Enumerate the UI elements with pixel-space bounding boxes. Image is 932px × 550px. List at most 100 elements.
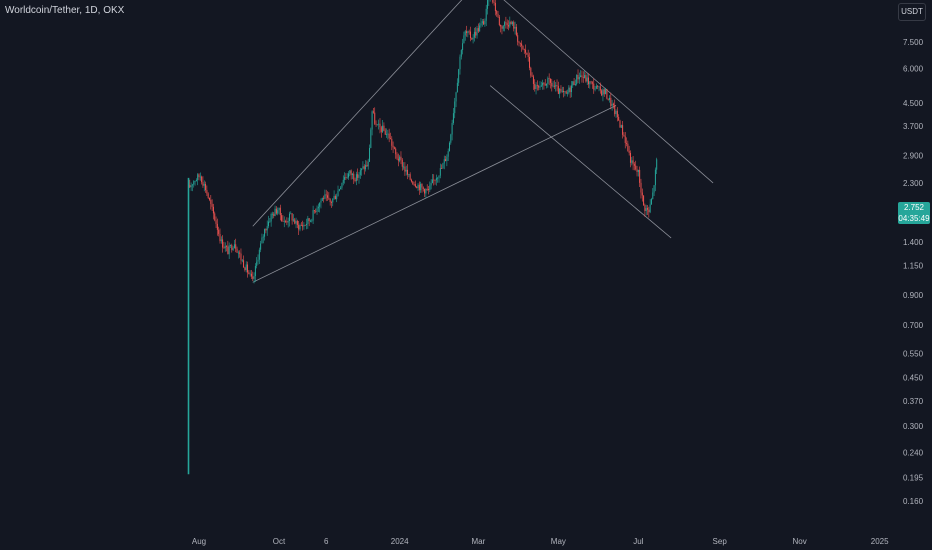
candle-body (357, 174, 359, 178)
candle-body (422, 187, 424, 189)
candle-body (421, 183, 423, 188)
price-axis[interactable]: 15.00012.0009.5007.5006.0004.5003.7002.9… (903, 0, 928, 506)
candle-body (188, 185, 190, 189)
candle-body (615, 110, 617, 115)
candle-body (198, 174, 200, 178)
candle-body (228, 245, 230, 255)
candle-body (368, 147, 370, 162)
candle-body (231, 245, 233, 250)
candle-body (605, 89, 607, 94)
candle-body (195, 180, 197, 182)
candle-body (214, 213, 216, 221)
candle-body (628, 150, 630, 153)
candle-body (544, 84, 546, 86)
candle-body (458, 69, 460, 83)
price-tick-label: 0.450 (903, 374, 924, 383)
candle-body (460, 50, 462, 57)
candle-body (502, 25, 504, 29)
candle-body (253, 276, 255, 279)
candle-body (353, 173, 355, 180)
candle-body (265, 229, 267, 231)
candle-body (438, 175, 440, 178)
candle-body (405, 169, 407, 172)
candle-body (414, 184, 416, 187)
candle-body (274, 208, 276, 217)
candle-body (582, 76, 584, 78)
candle-body (189, 185, 191, 188)
candle-body (484, 20, 486, 25)
candle-body (547, 78, 549, 84)
time-axis[interactable]: Aug Oct 6 2024 Mar May Jul Sep Nov 2025 (192, 537, 889, 546)
candle-body (202, 182, 204, 186)
candle-body (656, 159, 658, 170)
candle-body (643, 195, 645, 205)
candle-body (447, 151, 449, 157)
candle-body (316, 208, 318, 212)
candle-body (578, 76, 580, 80)
candle-body (513, 22, 515, 29)
candle-body (300, 225, 302, 226)
candle-body (462, 43, 464, 51)
candle-body (401, 159, 403, 167)
candle-body (372, 111, 374, 113)
candle-body (433, 179, 435, 181)
candle-body (437, 177, 439, 179)
candle-body (330, 202, 332, 203)
candle-body (549, 79, 551, 83)
candle-body (647, 208, 649, 210)
candle-body (522, 45, 524, 50)
candle-body (264, 229, 266, 237)
candle-body (232, 248, 234, 250)
candle-body (285, 221, 287, 222)
candle-body (396, 154, 398, 159)
candle-body (497, 13, 499, 17)
candle-body (328, 197, 330, 199)
candle-body (383, 125, 385, 131)
candle-body (487, 0, 489, 9)
candle-body (523, 49, 525, 50)
candle-body (456, 82, 458, 93)
candle-body (445, 159, 447, 161)
candle-body (620, 125, 622, 128)
candle-body (307, 218, 309, 224)
candle-body (473, 31, 475, 38)
candle-body (599, 86, 601, 91)
time-tick-label: Nov (793, 537, 807, 546)
candle-body (199, 176, 201, 178)
candle-body (452, 113, 454, 123)
candle-body (382, 125, 384, 132)
candle-body (611, 103, 613, 106)
candle-body (239, 252, 241, 254)
candle-body (389, 138, 391, 140)
candle-body (191, 184, 193, 186)
candle-body (521, 43, 523, 46)
price-tick-label: 0.300 (903, 422, 924, 431)
candle-body (354, 179, 356, 181)
candle-body (218, 229, 220, 234)
currency-button[interactable]: USDT (898, 3, 926, 21)
candle-body (327, 195, 329, 198)
candle-body (434, 179, 436, 181)
symbol-title[interactable]: Worldcoin/Tether, 1D, OKX (5, 5, 125, 16)
price-tick-label: 4.500 (903, 99, 924, 108)
candle-body (336, 196, 338, 200)
candle-body (375, 123, 377, 125)
candle-body (371, 111, 373, 130)
candle-body (649, 204, 651, 213)
candle-body (413, 184, 415, 185)
last-price-value: 2.752 (903, 203, 925, 212)
candle-body (514, 26, 516, 29)
candle-body (376, 124, 378, 126)
candle-body (194, 181, 196, 183)
candle-body (366, 164, 368, 167)
candle-body (206, 190, 208, 194)
candle-body (190, 185, 192, 188)
candle-body (639, 169, 641, 183)
candle-body (538, 85, 540, 88)
candle-body (420, 183, 422, 191)
candle-body (573, 81, 575, 85)
candle-body (586, 77, 588, 82)
price-tick-label: 0.240 (903, 449, 924, 458)
candle-body (510, 21, 512, 25)
